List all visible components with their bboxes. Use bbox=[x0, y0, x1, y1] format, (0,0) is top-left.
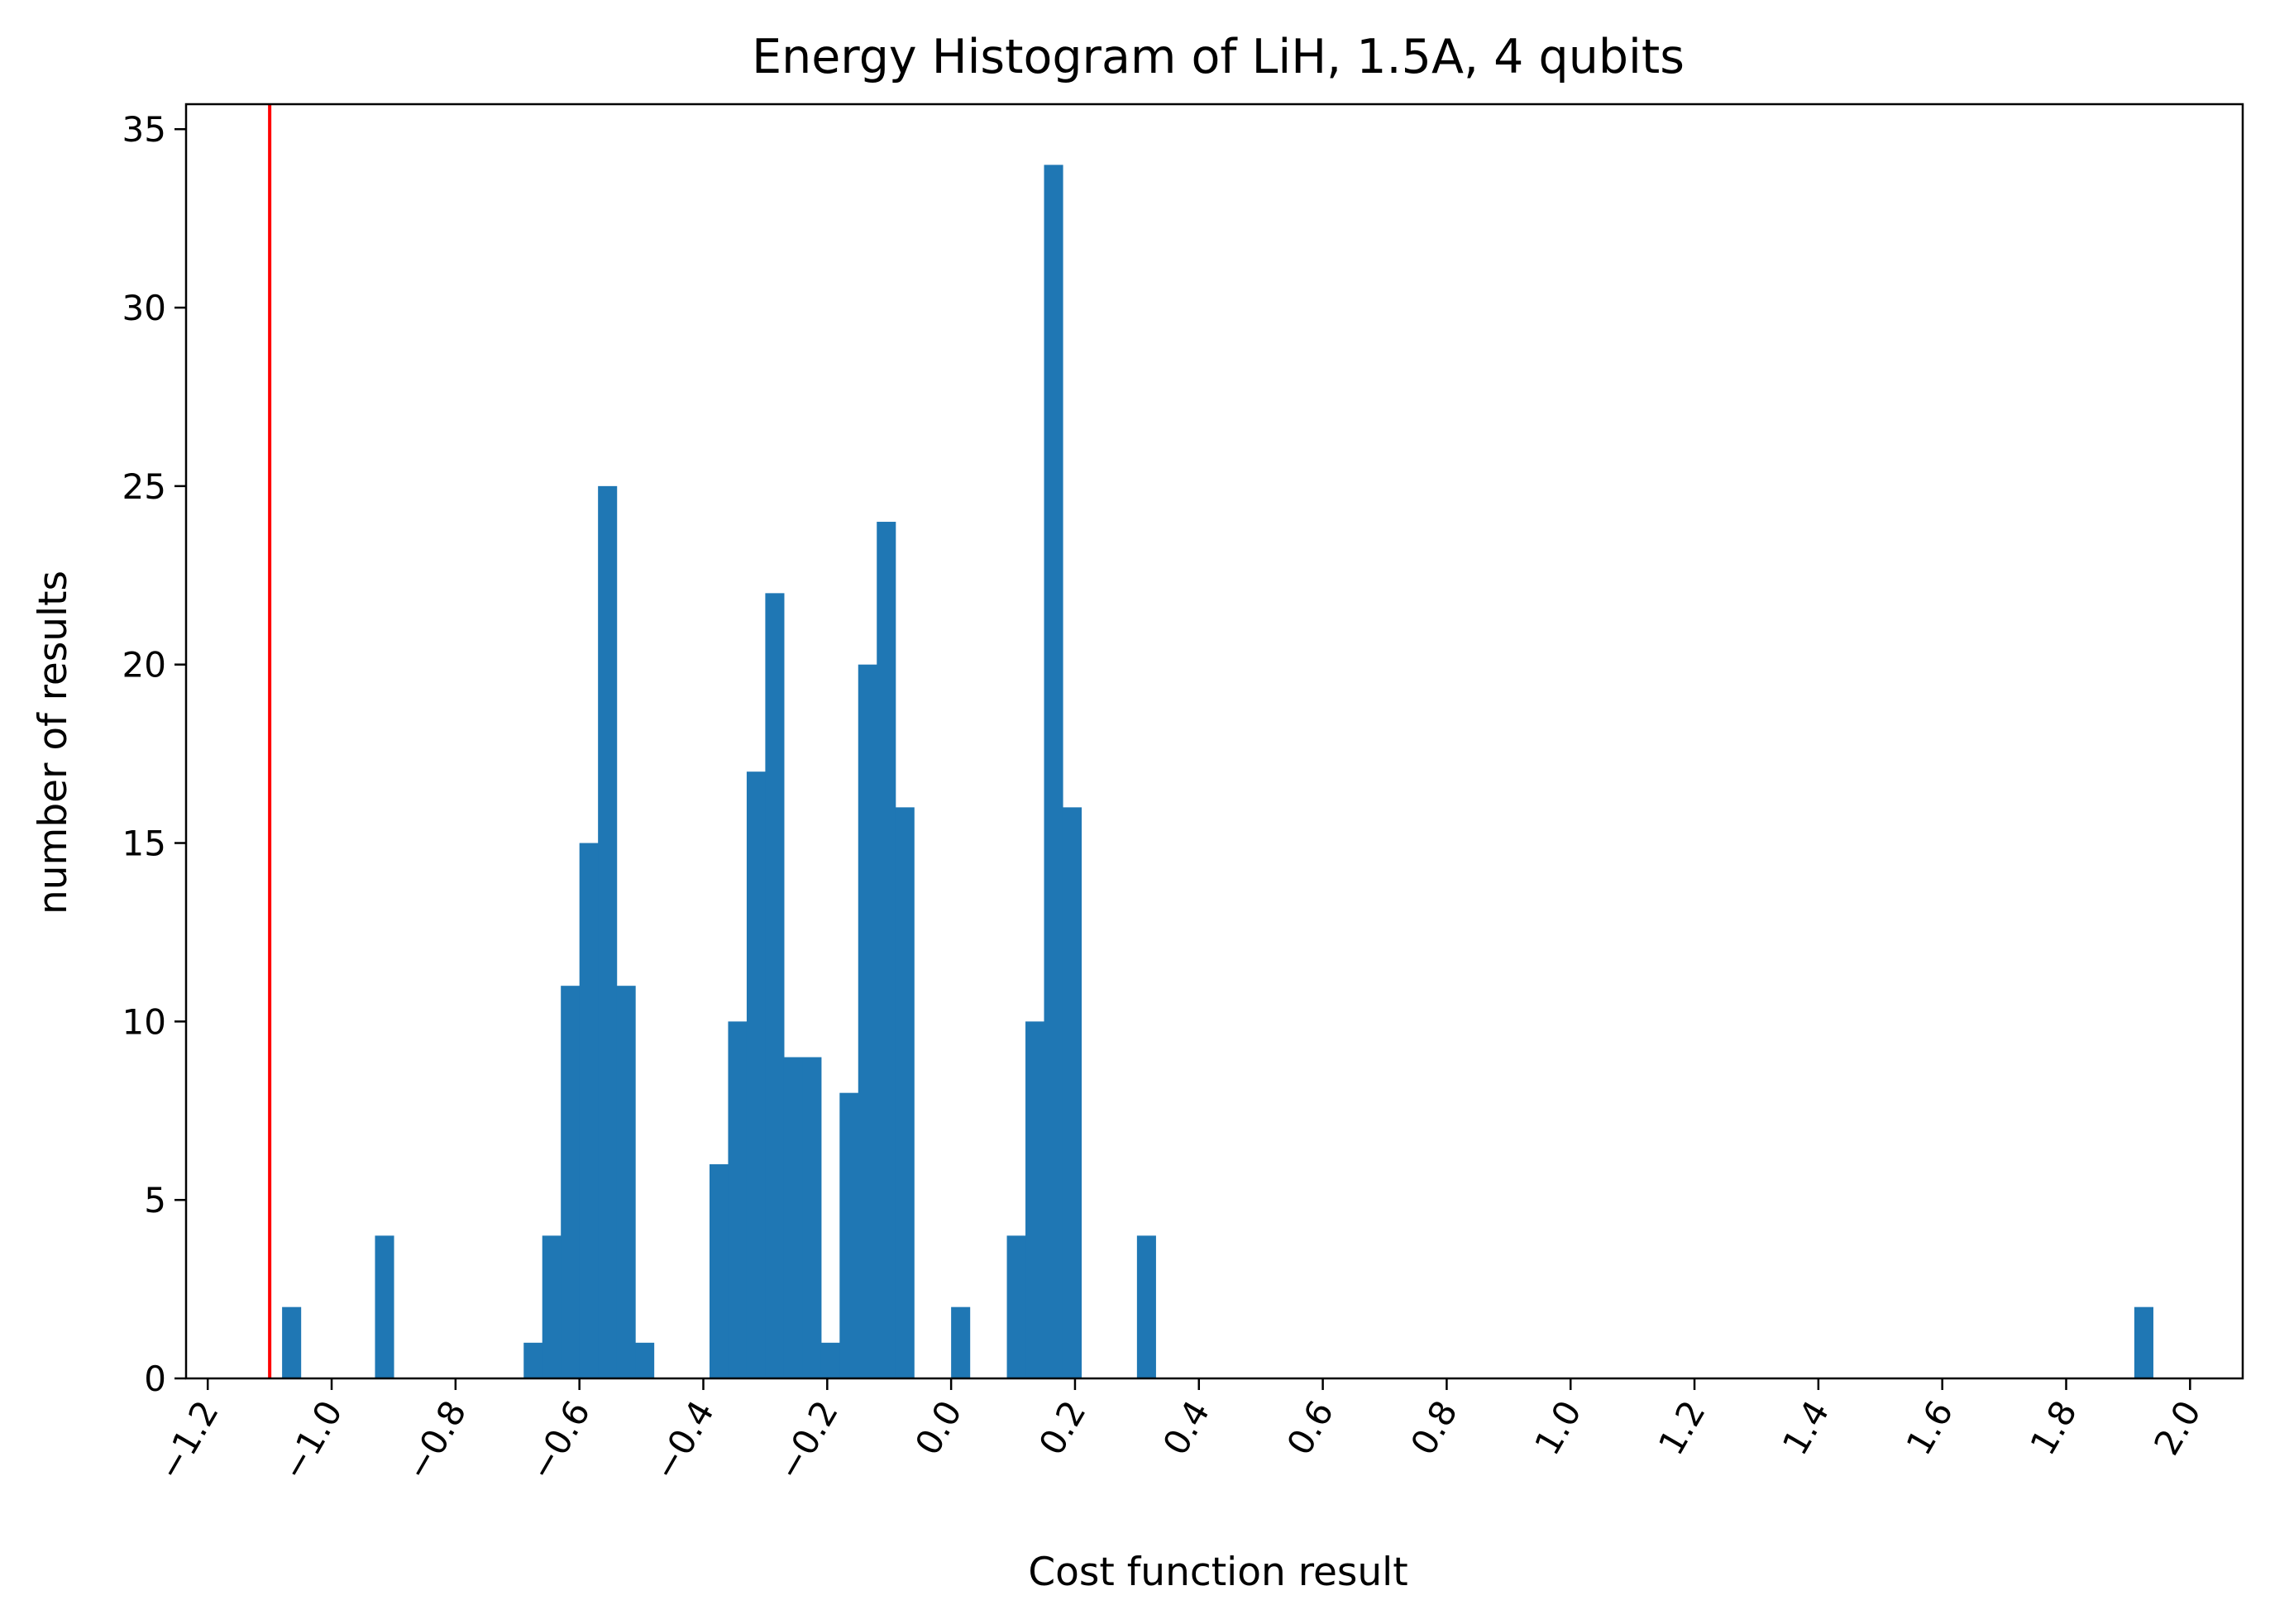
histogram-bar bbox=[1062, 807, 1082, 1378]
histogram-bar bbox=[858, 664, 877, 1378]
histogram-bars bbox=[282, 165, 2153, 1378]
histogram-bar bbox=[523, 1342, 543, 1378]
histogram-bar bbox=[598, 485, 618, 1378]
histogram-bar bbox=[579, 843, 599, 1378]
histogram-bar bbox=[282, 1306, 302, 1378]
y-axis-ticks: 0 5 10 15 20 25 30 35 bbox=[122, 109, 186, 1399]
y-tick-label: 35 bbox=[122, 109, 166, 150]
axes-frame bbox=[184, 103, 2244, 1380]
histogram-bar bbox=[820, 1342, 840, 1378]
y-tick-label: 5 bbox=[144, 1180, 166, 1220]
histogram-bar bbox=[765, 593, 785, 1378]
histogram-bar bbox=[1044, 165, 1063, 1378]
histogram-bar bbox=[2134, 1306, 2153, 1378]
histogram-bar bbox=[542, 1235, 562, 1378]
y-tick-label: 20 bbox=[122, 645, 166, 685]
histogram-bar bbox=[802, 1057, 822, 1378]
histogram-bar bbox=[616, 986, 636, 1378]
histogram-bar bbox=[839, 1092, 859, 1378]
histogram-bar bbox=[951, 1306, 971, 1378]
y-tick-label: 30 bbox=[122, 288, 166, 328]
histogram-bar bbox=[635, 1342, 655, 1378]
histogram-bar bbox=[877, 522, 896, 1378]
y-tick-label: 25 bbox=[122, 466, 166, 507]
y-tick-label: 10 bbox=[122, 1001, 166, 1042]
histogram-bar bbox=[783, 1057, 803, 1378]
histogram-bar bbox=[1136, 1235, 1156, 1378]
histogram-bar bbox=[709, 1164, 729, 1378]
histogram-bar bbox=[895, 807, 915, 1378]
y-axis-label: number of results bbox=[31, 571, 76, 915]
histogram-bar bbox=[1025, 1021, 1045, 1378]
histogram-bar bbox=[561, 986, 581, 1378]
histogram-bar bbox=[728, 1021, 748, 1378]
histogram-bar bbox=[1006, 1235, 1026, 1378]
histogram-bar bbox=[746, 771, 766, 1378]
histogram-bar bbox=[375, 1235, 394, 1378]
x-axis-label: Cost function result bbox=[1028, 1550, 1407, 1595]
chart-title: Energy Histogram of LiH, 1.5A, 4 qubits bbox=[752, 30, 1685, 84]
y-tick-label: 0 bbox=[144, 1359, 166, 1399]
y-tick-label: 15 bbox=[122, 824, 166, 864]
